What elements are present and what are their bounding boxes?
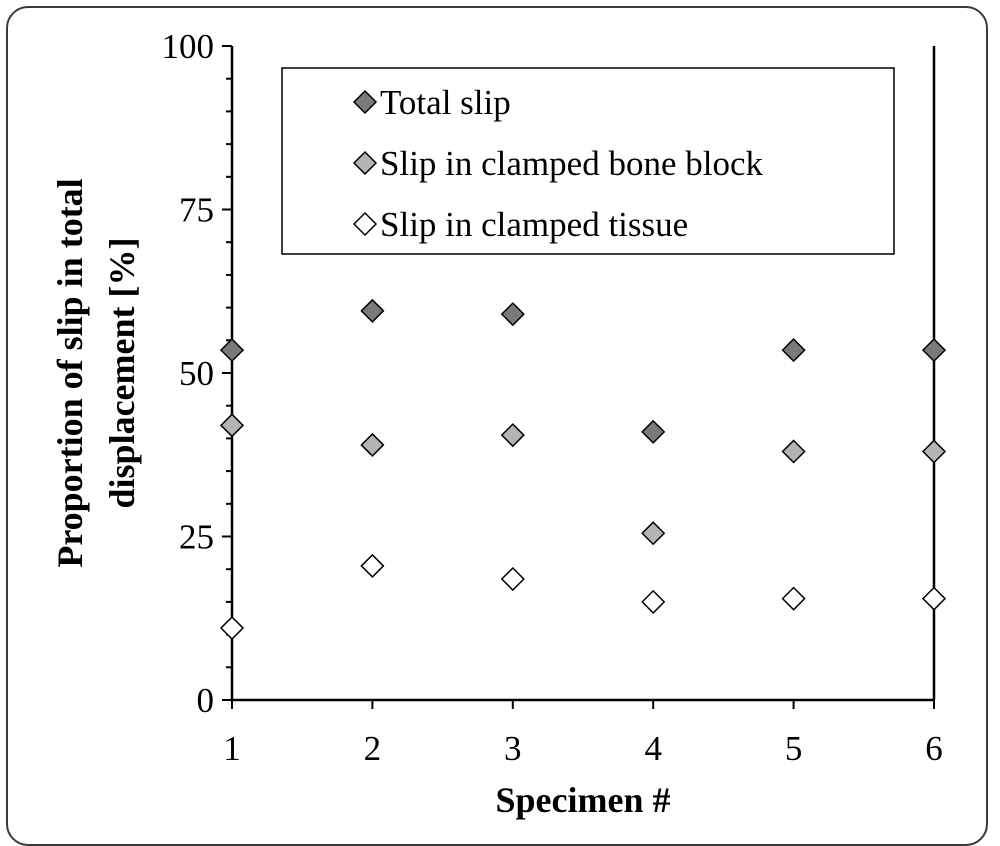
data-point — [641, 589, 666, 614]
legend-marker — [352, 211, 378, 237]
data-point — [641, 419, 666, 444]
data-point — [781, 586, 806, 611]
y-axis-label-line-1: Proportion of slip in total — [50, 178, 90, 567]
data-point — [500, 302, 525, 327]
data-points — [219, 298, 947, 641]
ticks — [222, 45, 935, 709]
data-point — [921, 338, 947, 363]
data-point — [781, 338, 806, 363]
data-point — [921, 586, 947, 611]
legend: Total slip Slip in clamped bone block Slip… — [281, 67, 895, 255]
data-point — [360, 432, 385, 458]
y-tick-label: 0 — [197, 681, 215, 720]
legend-entries: Total slip Slip in clamped bone block Slip… — [352, 83, 763, 244]
data-point — [360, 298, 385, 323]
data-point — [500, 566, 525, 592]
data-point — [219, 615, 245, 641]
data-point — [219, 413, 245, 438]
data-point — [219, 338, 245, 363]
legend-label: Slip in clamped tissue — [380, 205, 688, 244]
x-tick-label: 1 — [223, 729, 241, 768]
data-point — [360, 553, 385, 578]
x-tick-label: 5 — [785, 729, 803, 768]
legend-label: Slip in clamped bone block — [380, 144, 763, 183]
data-point — [500, 423, 525, 448]
data-point — [781, 439, 806, 464]
y-tick-label: 50 — [179, 354, 214, 393]
data-point — [641, 521, 666, 546]
tick-labels: 0 25 50 75 100 1 2 3 4 5 6 — [162, 27, 943, 768]
legend-marker — [352, 89, 378, 115]
legend-marker — [352, 150, 378, 176]
series-1-points — [219, 298, 947, 444]
y-axis-label: Proportion of slip in total displacement… — [50, 178, 142, 567]
legend-label: Total slip — [380, 83, 511, 122]
y-tick-label: 25 — [179, 518, 214, 557]
series-2-points — [219, 413, 947, 546]
x-tick-label: 3 — [504, 729, 522, 768]
x-tick-label: 2 — [364, 729, 382, 768]
data-point — [921, 439, 947, 464]
x-tick-label: 6 — [925, 729, 943, 768]
x-axis-label: Specimen # — [496, 780, 671, 820]
series-3-points — [219, 553, 947, 641]
legend-box — [281, 67, 895, 255]
y-axis-label-line-2: displacement [%] — [102, 238, 142, 509]
y-tick-label: 100 — [162, 27, 215, 66]
y-tick-label: 75 — [179, 191, 214, 230]
x-tick-label: 4 — [644, 729, 662, 768]
